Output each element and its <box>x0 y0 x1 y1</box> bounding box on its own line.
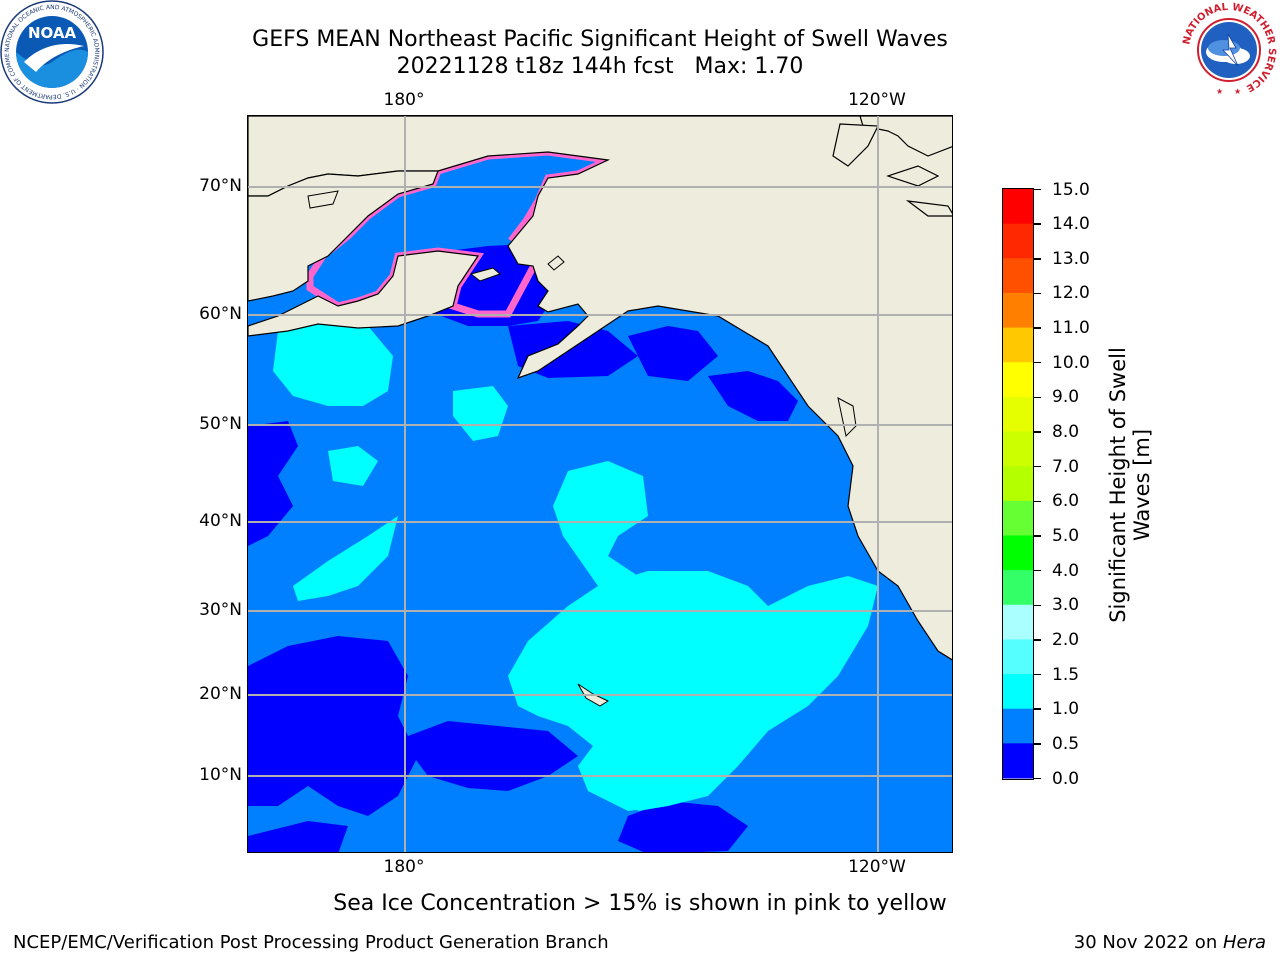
sea-ice-note: Sea Ice Concentration > 15% is shown in … <box>333 891 947 916</box>
footer-date-text: 30 Nov 2022 on <box>1073 932 1223 953</box>
svg-text:★: ★ <box>1234 87 1241 96</box>
colorbar-tick <box>1034 604 1041 606</box>
footer-branch: NCEP/EMC/Verification Post Processing Pr… <box>13 932 609 953</box>
colorbar-bin <box>1003 639 1033 675</box>
colorbar-tick <box>1034 361 1041 364</box>
colorbar-tick-label: 15.0 <box>1052 179 1090 200</box>
chart-title: GEFS MEAN Northeast Pacific Significant … <box>252 27 948 52</box>
colorbar-bin <box>1003 292 1033 329</box>
colorbar-tick-label: 1.5 <box>1052 664 1080 685</box>
colorbar-bin <box>1003 223 1033 259</box>
colorbar-tick <box>1034 569 1041 572</box>
colorbar-tick <box>1034 535 1041 537</box>
chart-subtitle: 20221128 t18z 144h fcst Max: 1.70 <box>396 54 804 79</box>
colorbar-tick <box>1034 465 1041 468</box>
colorbar-tick-label: 0.0 <box>1052 768 1080 789</box>
colorbar-tick <box>1034 500 1041 503</box>
colorbar-tick-label: 10.0 <box>1052 352 1090 373</box>
colorbar-bin <box>1003 362 1033 398</box>
colorbar-tick <box>1034 777 1041 780</box>
colorbar-tick-label: 3.0 <box>1052 595 1080 616</box>
colorbar-tick-label: 11.0 <box>1052 318 1090 339</box>
lat-label-10n: 10°N <box>199 765 242 785</box>
lat-label-60n: 60°N <box>199 304 242 324</box>
colorbar-tick <box>1034 431 1041 433</box>
footer-date: 30 Nov 2022 on Hera <box>1074 933 1266 953</box>
colorbar-tick <box>1034 258 1041 260</box>
colorbar-bin <box>1003 535 1033 571</box>
colorbar-tick <box>1034 223 1041 225</box>
colorbar-bin <box>1003 570 1033 606</box>
lon-label-top-120w: 120°W <box>848 90 906 110</box>
colorbar-bin <box>1003 500 1033 536</box>
lat-label-30n: 30°N <box>199 600 242 620</box>
lat-label-20n: 20°N <box>199 684 242 704</box>
colorbar-title-line1: Significant Height of Swell <box>1106 347 1130 623</box>
colorbar-title-line2: Waves [m] <box>1130 428 1154 542</box>
colorbar-tick <box>1034 188 1041 191</box>
colorbar-tick-label: 8.0 <box>1052 422 1080 443</box>
colorbar-tick-label: 1.0 <box>1052 699 1080 720</box>
colorbar-bin <box>1003 604 1033 640</box>
colorbar-tick-label: 0.5 <box>1052 733 1080 754</box>
lat-label-70n: 70°N <box>199 176 242 196</box>
colorbar-tick <box>1034 639 1041 641</box>
colorbar-tick <box>1034 708 1041 710</box>
colorbar-bin <box>1003 327 1033 363</box>
colorbar-title: Significant Height of Swell Waves [m] <box>1106 347 1154 623</box>
svg-text:★: ★ <box>1216 87 1223 96</box>
colorbar-bin <box>1003 743 1033 779</box>
colorbar-bin <box>1003 674 1033 710</box>
colorbar-tick-label: 12.0 <box>1052 283 1090 304</box>
lat-label-50n: 50°N <box>199 414 242 434</box>
colorbar-tick-label: 7.0 <box>1052 456 1080 477</box>
swell-1.5-2-regions <box>273 321 878 811</box>
lon-label-top-180: 180° <box>383 90 425 110</box>
colorbar-bin <box>1003 431 1033 467</box>
colorbar-tick <box>1034 396 1041 399</box>
colorbar-tick <box>1034 743 1041 745</box>
footer-system: Hera <box>1222 932 1266 953</box>
nws-logo: NATIONAL WEATHER SERVICE ★ ★ <box>1181 2 1277 98</box>
colorbar-tick-label: 2.0 <box>1052 629 1080 650</box>
colorbar-bin <box>1003 258 1033 294</box>
colorbar <box>1002 188 1034 780</box>
colorbar-tick-label: 14.0 <box>1052 214 1090 235</box>
swell-height-map <box>247 115 953 853</box>
colorbar-tick-label: 9.0 <box>1052 387 1080 408</box>
colorbar-tick-label: 4.0 <box>1052 560 1080 581</box>
islands <box>307 190 857 707</box>
noaa-logo: NATIONAL OCEANIC AND ATMOSPHERIC ADMINIS… <box>0 0 104 104</box>
graticule <box>248 116 952 852</box>
lon-label-bottom-180: 180° <box>383 857 425 877</box>
colorbar-bin <box>1003 396 1033 433</box>
colorbar-tick-label: 5.0 <box>1052 525 1080 546</box>
colorbar-tick-label: 6.0 <box>1052 491 1080 512</box>
map-canvas <box>248 116 952 852</box>
noaa-label: NOAA <box>28 24 77 42</box>
colorbar-tick-label: 13.0 <box>1052 248 1090 269</box>
colorbar-bins <box>1003 189 1033 779</box>
colorbar-bin <box>1003 708 1033 744</box>
colorbar-bin <box>1003 466 1033 502</box>
lon-label-bottom-120w: 120°W <box>848 857 906 877</box>
colorbar-tick <box>1034 292 1041 295</box>
colorbar-tick <box>1034 673 1041 676</box>
colorbar-tick <box>1034 327 1041 329</box>
colorbar-bin <box>1003 189 1033 225</box>
lat-label-40n: 40°N <box>199 511 242 531</box>
